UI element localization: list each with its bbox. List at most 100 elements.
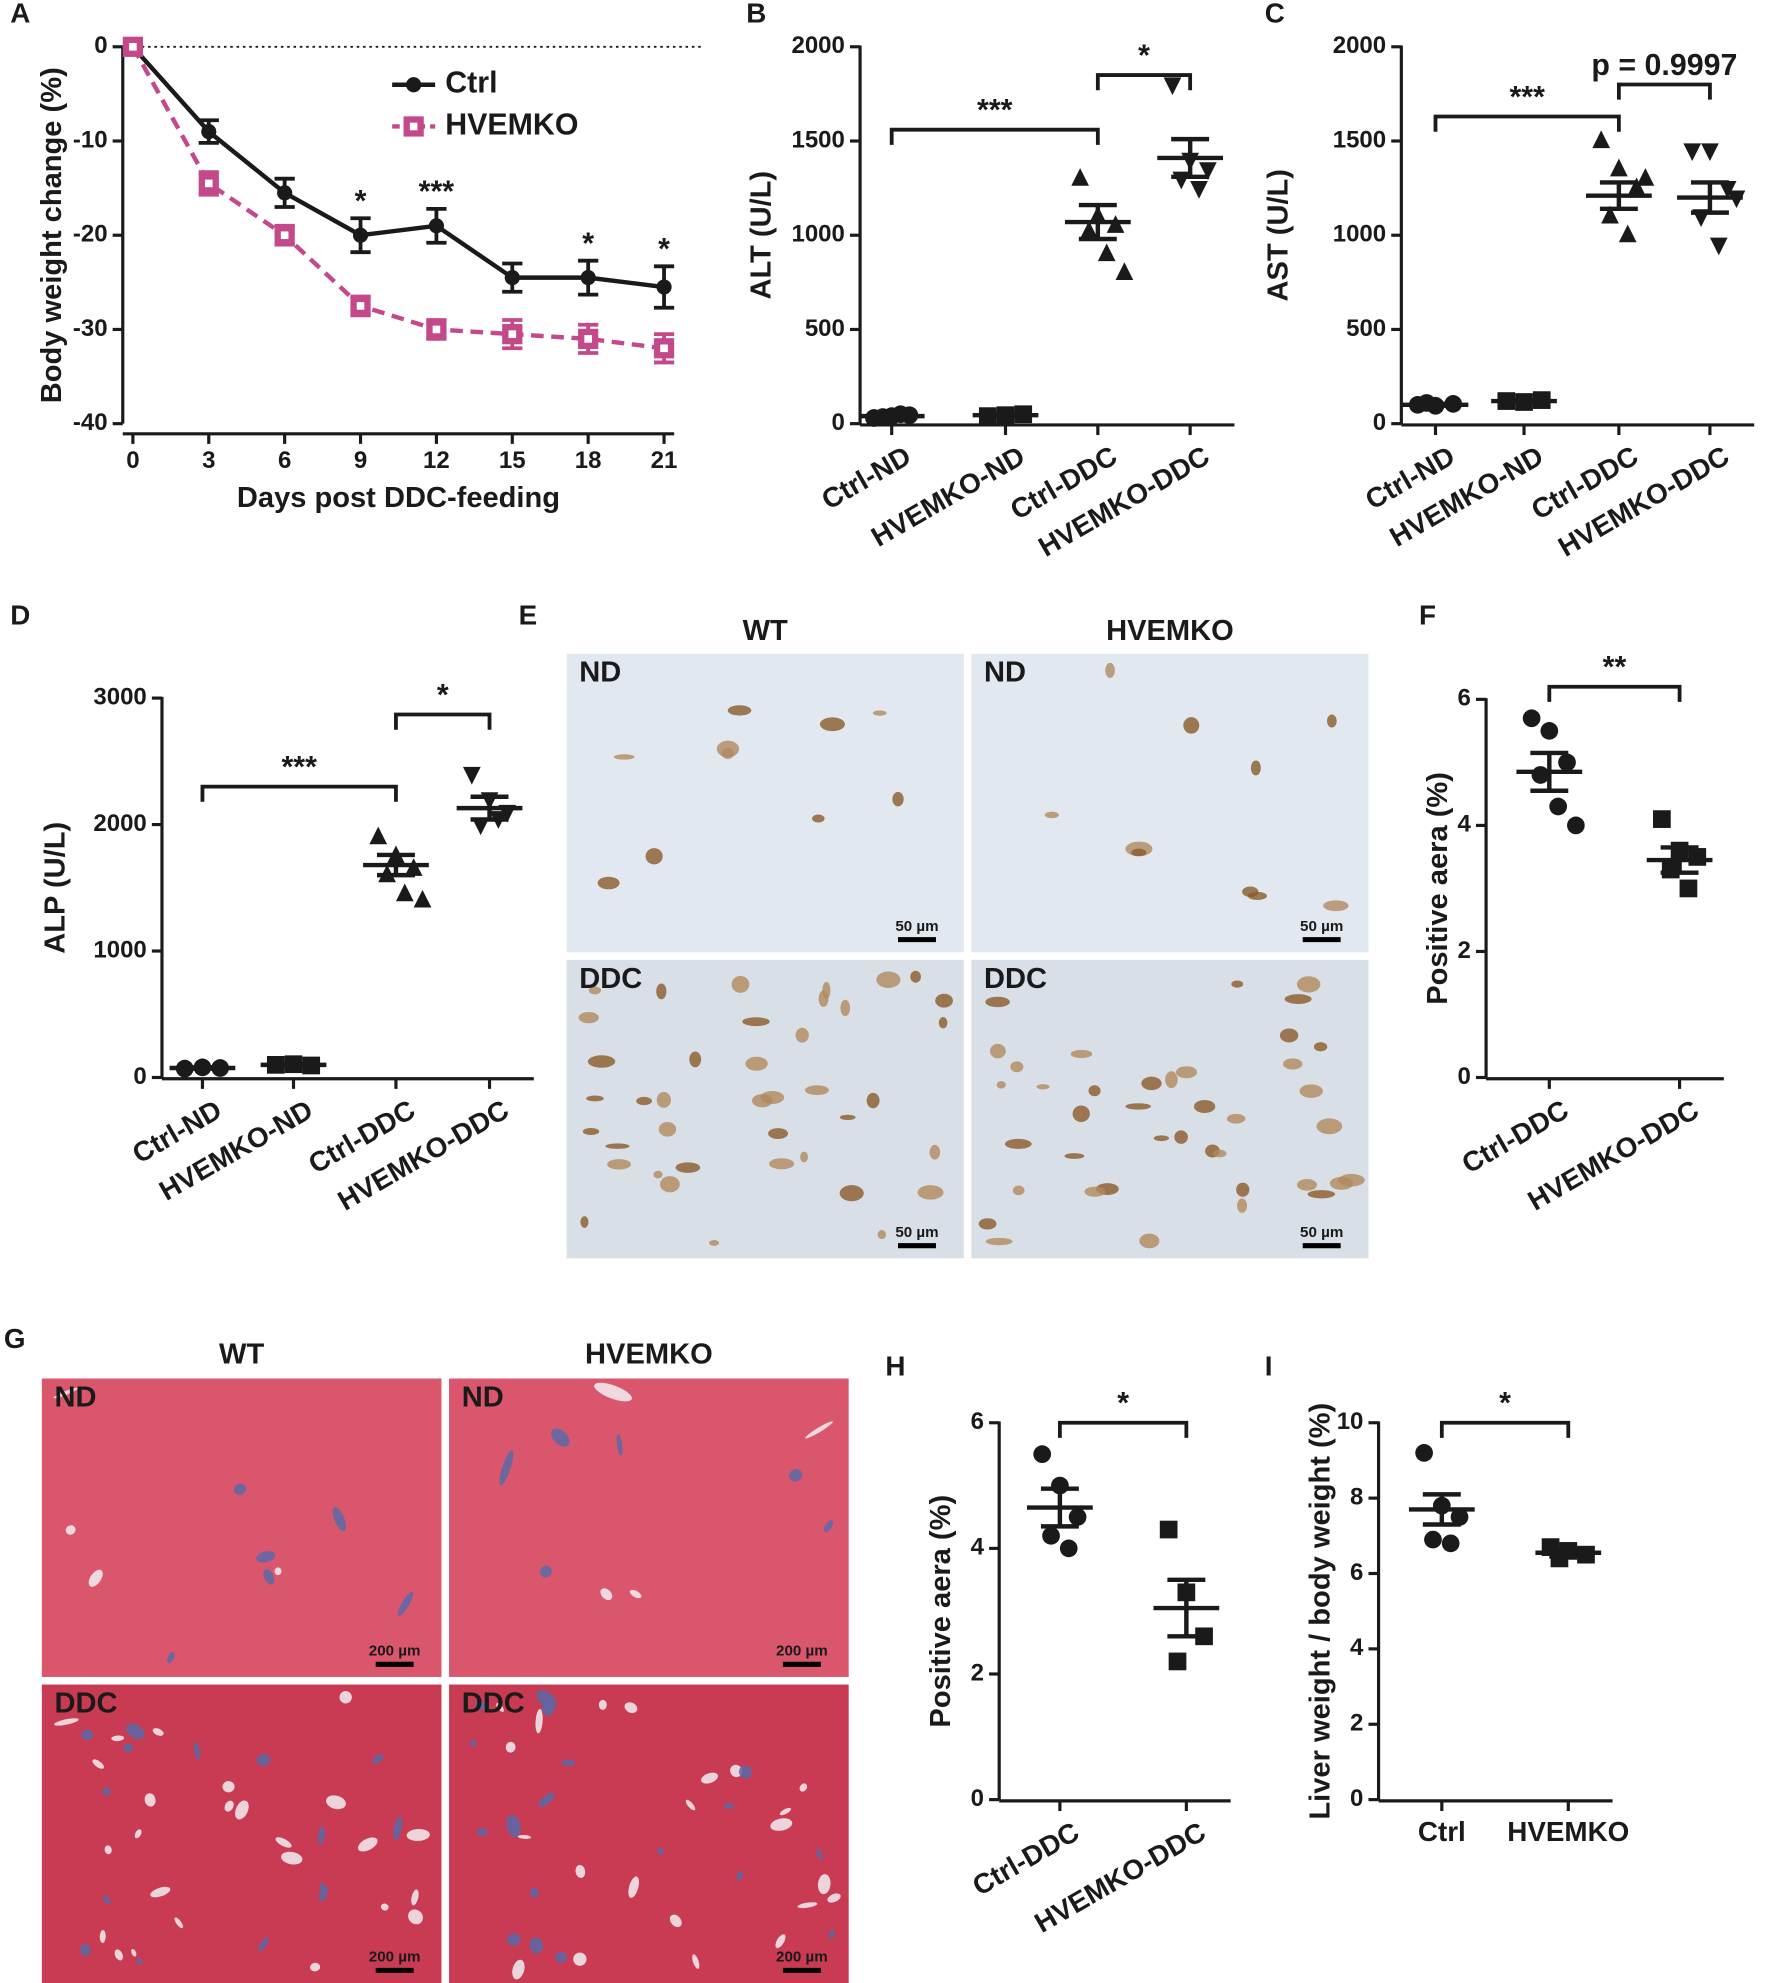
stain-spot — [1125, 1103, 1151, 1110]
vessel — [357, 1837, 378, 1852]
point — [201, 124, 217, 140]
stain-spot — [731, 975, 750, 993]
panel-letter: I — [1265, 1351, 1273, 1382]
stain-spot — [578, 1012, 599, 1024]
y-tick-label: 500 — [805, 315, 845, 342]
vessel — [318, 1886, 328, 1902]
bracket — [1095, 73, 1193, 91]
stain-spot — [1175, 1066, 1198, 1079]
vessel — [817, 1874, 831, 1895]
stain-spot — [877, 1230, 887, 1240]
stain-spot — [1213, 1149, 1227, 1158]
x-tick-label: 21 — [651, 447, 678, 474]
stain-spot — [1323, 900, 1349, 912]
stain-spot — [1250, 760, 1261, 776]
y-tick-label: 6 — [971, 1408, 984, 1435]
stain-spot — [812, 814, 825, 823]
vessel — [624, 1702, 638, 1714]
panel-letter: F — [1419, 600, 1436, 631]
bracket — [1439, 1420, 1571, 1438]
point — [1653, 810, 1671, 828]
error-bar — [1040, 1486, 1079, 1529]
stain-spot — [742, 1017, 770, 1027]
row-label: ND — [984, 657, 1026, 689]
significance: * — [1117, 1387, 1129, 1420]
point — [1168, 1652, 1187, 1671]
point — [504, 270, 520, 286]
point — [1701, 143, 1719, 162]
scale-bar-label: 200 µm — [369, 1643, 421, 1660]
y-axis-title: ALP (U/L) — [40, 822, 72, 954]
micrograph-image — [566, 959, 964, 1259]
vessel — [65, 1525, 76, 1535]
micrograph-image — [41, 1378, 442, 1677]
y-tick-label: 0 — [1458, 1063, 1471, 1090]
stain-spot — [1010, 1061, 1024, 1073]
stain-spot — [917, 1185, 944, 1200]
y-axis-title: Body weight change (%) — [36, 67, 68, 403]
vessel — [79, 1943, 91, 1956]
vessel — [408, 1909, 423, 1925]
point — [1199, 162, 1217, 180]
point — [1683, 143, 1702, 162]
stain-spot — [840, 999, 851, 1017]
y-tick-label: -30 — [73, 315, 108, 342]
stain-spot — [1012, 1185, 1025, 1196]
x-tick-label: 18 — [575, 447, 602, 474]
vessel — [701, 1772, 719, 1784]
point — [1424, 1530, 1442, 1549]
stain-spot — [580, 1216, 589, 1228]
point — [1441, 1534, 1460, 1553]
stain-spot — [716, 740, 740, 758]
point — [580, 270, 596, 286]
y-tick-label: 2000 — [1333, 32, 1386, 59]
vessel — [736, 1870, 744, 1881]
error-bar — [986, 412, 1025, 419]
vessel — [53, 1387, 79, 1399]
stain-spot — [613, 754, 635, 760]
stain-spot — [587, 1055, 616, 1068]
point — [428, 218, 444, 234]
vessel — [224, 1800, 234, 1812]
stain-spot — [1193, 1100, 1216, 1113]
stain-spot — [938, 1017, 948, 1029]
y-tick-label: 3000 — [93, 683, 146, 710]
stain-spot — [769, 1158, 795, 1170]
point — [1627, 177, 1646, 196]
vessel — [104, 1845, 112, 1855]
row-label: ND — [579, 657, 621, 689]
stain-spot — [892, 791, 904, 807]
micrograph-image — [449, 1378, 849, 1677]
stain-spot — [1313, 1042, 1328, 1052]
error-bar — [1549, 1546, 1588, 1559]
row-label: ND — [462, 1381, 504, 1413]
vessel — [131, 1948, 137, 1957]
point — [1679, 879, 1698, 898]
vessel — [126, 1723, 145, 1740]
panel-letter: G — [4, 1323, 26, 1354]
stain-spot — [1088, 1085, 1101, 1097]
x-tick-label: HVEMKO-ND — [1384, 440, 1548, 553]
stain-spot — [1141, 1076, 1162, 1091]
y-tick-label: 0 — [1373, 409, 1386, 436]
panel-letter: E — [519, 600, 538, 631]
point — [413, 889, 432, 908]
y-tick-label: 2 — [1458, 937, 1471, 964]
vessel — [152, 1728, 164, 1736]
scale-bar-label: 200 µm — [369, 1949, 421, 1966]
stain-spot — [1247, 891, 1267, 901]
point — [1159, 1520, 1178, 1539]
scale-bar-label: 200 µm — [776, 1949, 828, 1966]
vessel — [536, 1689, 557, 1709]
error-bar — [1078, 202, 1117, 242]
vessel — [555, 1951, 567, 1963]
point — [1718, 181, 1737, 199]
error-bar — [1171, 136, 1210, 180]
point — [1450, 1508, 1469, 1526]
bracket — [394, 712, 492, 730]
bracket — [889, 127, 1100, 145]
y-tick-label: 1000 — [1333, 221, 1386, 248]
stain-spot — [1183, 717, 1200, 734]
stain-spot — [1084, 1186, 1106, 1197]
stain-spot — [1072, 1105, 1090, 1122]
